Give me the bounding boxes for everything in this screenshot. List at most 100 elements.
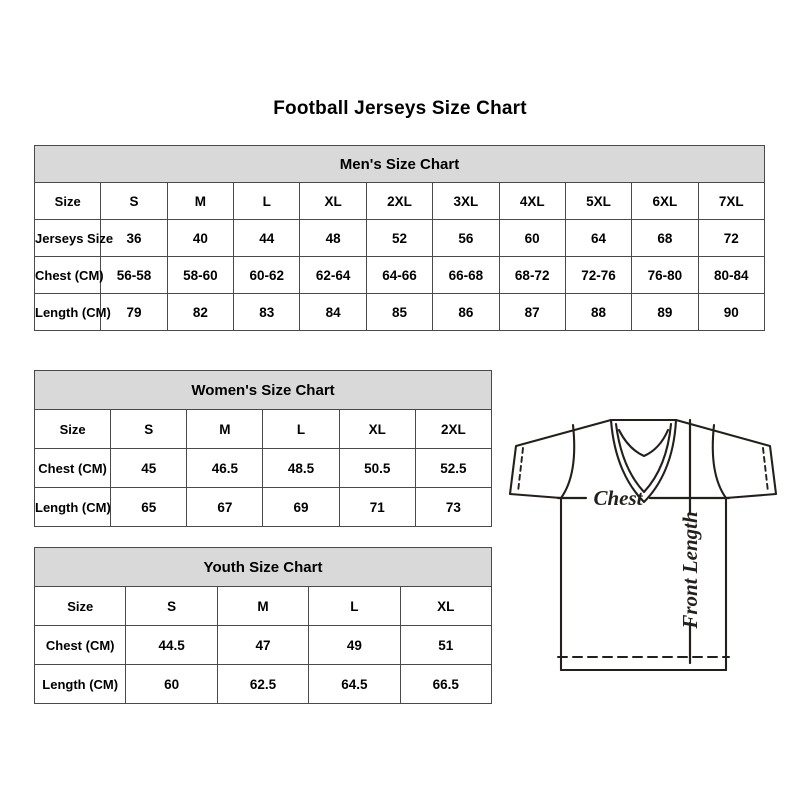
table-row: Chest (CM) 56-58 58-60 60-62 62-64 64-66… bbox=[33, 256, 766, 294]
table-cell: 52.5 bbox=[414, 448, 493, 488]
table-cell: 47 bbox=[216, 625, 310, 665]
table-band-row: Youth Size Chart bbox=[34, 547, 492, 587]
table-cell: 82 bbox=[166, 293, 235, 331]
table-band-row: Men's Size Chart bbox=[34, 145, 765, 183]
mens-band-label: Men's Size Chart bbox=[34, 145, 765, 183]
mens-size-chart-table: Men's Size Chart Size S M L XL 2XL 3XL 4… bbox=[33, 145, 766, 331]
table-cell: 62.5 bbox=[216, 664, 310, 704]
table-band-row: Women's Size Chart bbox=[34, 370, 492, 410]
row-header-chest-cm: Chest (CM) bbox=[33, 448, 112, 488]
column-header-s: S bbox=[125, 586, 218, 626]
table-cell: 44.5 bbox=[125, 625, 218, 665]
table-header-row: Size S M L XL 2XL 3XL 4XL 5XL 6XL 7XL bbox=[33, 182, 766, 220]
womens-band-label: Women's Size Chart bbox=[34, 370, 492, 410]
table-cell: 66-68 bbox=[432, 256, 500, 294]
table-cell: 68-72 bbox=[498, 256, 566, 294]
column-header-3xl: 3XL bbox=[432, 182, 500, 220]
column-header-xl: XL bbox=[338, 409, 416, 449]
column-header-5xl: 5XL bbox=[564, 182, 633, 220]
table-cell: 52 bbox=[365, 219, 434, 257]
table-cell: 64.5 bbox=[308, 664, 401, 704]
row-header-chest-cm: Chest (CM) bbox=[33, 256, 104, 294]
table-cell: 66.5 bbox=[399, 664, 493, 704]
table-header-row: Size S M L XL 2XL bbox=[33, 409, 493, 449]
table-cell: 51 bbox=[399, 625, 493, 665]
table-row: Length (CM) 65 67 69 71 73 bbox=[33, 487, 493, 527]
column-header-2xl: 2XL bbox=[414, 409, 493, 449]
table-cell: 62-64 bbox=[299, 256, 367, 294]
table-cell: 56-58 bbox=[100, 256, 168, 294]
row-header-length-cm: Length (CM) bbox=[33, 664, 127, 704]
table-cell: 49 bbox=[308, 625, 401, 665]
table-cell: 90 bbox=[697, 293, 766, 331]
page-title: Football Jerseys Size Chart bbox=[273, 98, 527, 119]
row-header-chest-cm: Chest (CM) bbox=[33, 625, 127, 665]
table-cell: 72 bbox=[697, 219, 766, 257]
table-cell: 36 bbox=[100, 219, 168, 257]
row-header-jerseys-size: Jerseys Size bbox=[33, 219, 113, 257]
column-header-4xl: 4XL bbox=[498, 182, 566, 220]
column-header-size: Size bbox=[33, 182, 102, 220]
table-cell: 58-60 bbox=[166, 256, 235, 294]
column-header-s: S bbox=[100, 182, 168, 220]
row-header-length-cm: Length (CM) bbox=[33, 293, 111, 331]
table-cell: 48 bbox=[299, 219, 367, 257]
table-cell: 50.5 bbox=[338, 448, 416, 488]
table-cell: 60 bbox=[125, 664, 218, 704]
table-cell: 68 bbox=[631, 219, 699, 257]
table-cell: 44 bbox=[233, 219, 301, 257]
table-cell: 69 bbox=[262, 487, 340, 527]
column-header-m: M bbox=[216, 586, 310, 626]
table-cell: 71 bbox=[338, 487, 416, 527]
table-row: Chest (CM) 44.5 47 49 51 bbox=[33, 625, 493, 665]
chest-label: Chest bbox=[593, 486, 643, 510]
table-cell: 48.5 bbox=[262, 448, 340, 488]
table-cell: 88 bbox=[564, 293, 633, 331]
column-header-6xl: 6XL bbox=[631, 182, 699, 220]
table-cell: 67 bbox=[186, 487, 264, 527]
table-cell: 76-80 bbox=[631, 256, 699, 294]
column-header-s: S bbox=[110, 409, 188, 449]
table-row: Length (CM) 79 82 83 84 85 86 87 88 89 9… bbox=[33, 293, 766, 331]
table-cell: 45 bbox=[110, 448, 188, 488]
table-cell: 65 bbox=[110, 487, 188, 527]
front-length-label: Front Length bbox=[678, 511, 702, 629]
column-header-size: Size bbox=[33, 409, 112, 449]
table-cell: 83 bbox=[233, 293, 301, 331]
table-row: Jerseys Size 36 40 44 48 52 56 60 64 68 … bbox=[33, 219, 766, 257]
table-cell: 79 bbox=[100, 293, 168, 331]
table-cell: 46.5 bbox=[186, 448, 264, 488]
table-cell: 64 bbox=[564, 219, 633, 257]
table-cell: 80-84 bbox=[697, 256, 766, 294]
table-cell: 72-76 bbox=[564, 256, 633, 294]
column-header-l: L bbox=[262, 409, 340, 449]
column-header-2xl: 2XL bbox=[365, 182, 434, 220]
table-cell: 56 bbox=[432, 219, 500, 257]
table-cell: 60-62 bbox=[233, 256, 301, 294]
column-header-m: M bbox=[186, 409, 264, 449]
youth-size-chart-table: Youth Size Chart Size S M L XL Chest (CM… bbox=[33, 547, 493, 704]
table-cell: 60 bbox=[498, 219, 566, 257]
table-header-row: Size S M L XL bbox=[33, 586, 493, 626]
column-header-l: L bbox=[233, 182, 301, 220]
table-cell: 85 bbox=[365, 293, 434, 331]
table-cell: 73 bbox=[414, 487, 493, 527]
table-cell: 86 bbox=[432, 293, 500, 331]
row-header-length-cm: Length (CM) bbox=[33, 487, 112, 527]
column-header-xl: XL bbox=[399, 586, 493, 626]
womens-size-chart-table: Women's Size Chart Size S M L XL 2XL Che… bbox=[33, 370, 493, 527]
column-header-size: Size bbox=[33, 586, 127, 626]
table-cell: 64-66 bbox=[365, 256, 434, 294]
column-header-m: M bbox=[166, 182, 235, 220]
table-cell: 89 bbox=[631, 293, 699, 331]
table-row: Chest (CM) 45 46.5 48.5 50.5 52.5 bbox=[33, 448, 493, 488]
table-cell: 84 bbox=[299, 293, 367, 331]
v-neck-tshirt-measurement-diagram: Chest Front Length bbox=[498, 398, 788, 698]
table-cell: 40 bbox=[166, 219, 235, 257]
youth-band-label: Youth Size Chart bbox=[34, 547, 492, 587]
table-row: Length (CM) 60 62.5 64.5 66.5 bbox=[33, 664, 493, 704]
table-cell: 87 bbox=[498, 293, 566, 331]
column-header-7xl: 7XL bbox=[697, 182, 766, 220]
column-header-l: L bbox=[308, 586, 401, 626]
column-header-xl: XL bbox=[299, 182, 367, 220]
